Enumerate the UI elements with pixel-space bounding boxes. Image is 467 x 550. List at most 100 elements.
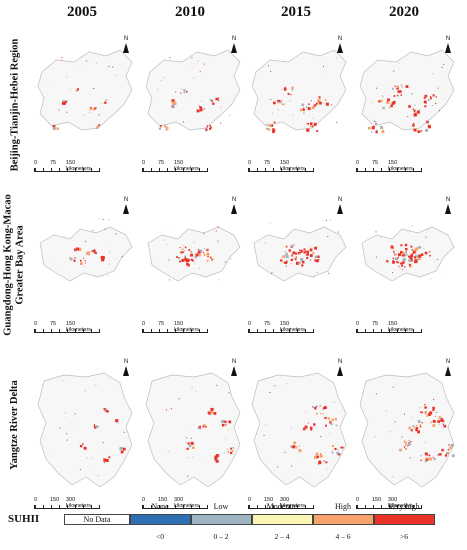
suhii-patch — [180, 92, 182, 94]
suhii-patch — [403, 440, 406, 443]
suhii-patch — [393, 95, 396, 97]
suhii-patch — [400, 250, 403, 254]
suhii-pixel — [197, 459, 199, 461]
suhii-patch — [171, 99, 175, 103]
suhii-patch — [101, 258, 104, 261]
suhii-patch — [82, 443, 84, 445]
suhii-patch — [214, 457, 218, 460]
suhii-pixel — [70, 89, 71, 91]
north-label: N — [337, 36, 343, 42]
suhii-pixel — [102, 219, 104, 220]
suhii-pixel — [418, 428, 420, 430]
suhii-patch — [221, 423, 225, 427]
legend-class-label: None — [151, 502, 169, 511]
suhii-pixel — [316, 114, 318, 116]
suhii-patch — [395, 253, 397, 255]
suhii-patch — [323, 460, 325, 462]
suhii-pixel — [444, 271, 446, 273]
scale-tick-label: 150 kilometers — [388, 321, 414, 333]
north-arrow-shape — [123, 43, 129, 53]
suhii-patch — [298, 252, 301, 255]
suhii-patch — [102, 256, 105, 259]
suhii-patch — [301, 103, 304, 107]
suhii-patch — [94, 426, 97, 429]
suhii-patch — [98, 124, 100, 126]
suhii-pixel — [59, 427, 61, 429]
suhii-pixel — [167, 228, 169, 230]
suhii-patch — [89, 107, 92, 111]
suhii-pixel — [410, 230, 412, 232]
suhii-patch — [331, 452, 334, 454]
suhii-pixel — [265, 424, 266, 426]
suhii-patch — [284, 261, 287, 265]
suhii-patch — [186, 90, 188, 93]
suhii-patch — [424, 406, 427, 409]
suhii-patch — [301, 249, 303, 252]
suhii-patch — [291, 88, 294, 91]
suhii-pixel — [394, 421, 396, 423]
suhii-patch — [172, 101, 175, 105]
suhii-patch — [204, 248, 206, 250]
suhii-patch — [424, 460, 427, 463]
suhii-patch — [206, 252, 210, 256]
suhii-patch — [320, 453, 322, 455]
legend-swatch-moderate — [252, 514, 313, 525]
map-panel-yrd-2005 — [34, 365, 134, 493]
suhii-patch — [319, 460, 321, 462]
suhii-pixel — [402, 269, 404, 271]
suhii-patch — [318, 101, 320, 103]
suhii-pixel — [327, 468, 329, 470]
suhii-patch — [341, 446, 344, 449]
suhii-patch — [386, 101, 389, 104]
legend-no-data-box: No Data — [64, 514, 130, 525]
suhii-patch — [184, 89, 186, 91]
suhii-pixel — [85, 224, 87, 226]
legend-class-label: Moderate — [266, 502, 298, 511]
north-arrow-shape — [445, 366, 451, 376]
scale-tick-label: 0 — [34, 321, 38, 327]
north-label: N — [445, 197, 451, 203]
suhii-patch — [420, 253, 424, 256]
north-arrow-icon: N — [120, 36, 132, 53]
suhii-pixel — [269, 392, 271, 393]
suhii-patch — [180, 251, 183, 254]
suhii-patch — [434, 415, 437, 417]
suhii-patch — [388, 106, 391, 109]
suhii-patch — [197, 250, 201, 254]
suhii-patch — [412, 251, 416, 254]
suhii-pixel — [439, 109, 440, 111]
suhii-pixel — [293, 244, 295, 246]
suhii-pixel — [193, 77, 195, 79]
suhii-patch — [390, 104, 393, 108]
suhii-pixel — [225, 437, 227, 439]
suhii-patch — [307, 107, 311, 110]
suhii-pixel — [281, 88, 283, 90]
suhii-patch — [400, 94, 402, 96]
suhii-patch — [301, 260, 305, 264]
suhii-pixel — [272, 271, 274, 273]
suhii-patch — [419, 424, 422, 426]
suhii-patch — [442, 423, 445, 425]
suhii-patch — [61, 101, 65, 105]
suhii-patch — [391, 87, 394, 90]
scale-bar: 0 75 150 kilometers — [34, 160, 100, 172]
suhii-pixel — [186, 437, 188, 439]
suhii-patch — [404, 441, 407, 444]
scale-tick-label: 75 — [372, 321, 379, 327]
suhii-patch — [313, 104, 317, 107]
suhii-pixel — [393, 425, 394, 427]
suhii-pixel — [337, 231, 339, 233]
suhii-patch — [268, 124, 272, 127]
suhii-pixel — [168, 259, 170, 261]
suhii-patch — [187, 263, 190, 267]
suhii-pixel — [382, 96, 384, 98]
suhii-patch — [273, 121, 276, 124]
suhii-patch — [301, 264, 304, 267]
suhii-patch — [225, 424, 227, 426]
suhii-pixel — [62, 380, 64, 382]
suhii-patch — [158, 127, 161, 130]
region-label-bth-text: Beijing-Tianjin-Hebei Region — [9, 38, 20, 172]
suhii-patch — [295, 256, 297, 258]
suhii-patch — [432, 456, 434, 459]
suhii-patch — [427, 125, 431, 129]
